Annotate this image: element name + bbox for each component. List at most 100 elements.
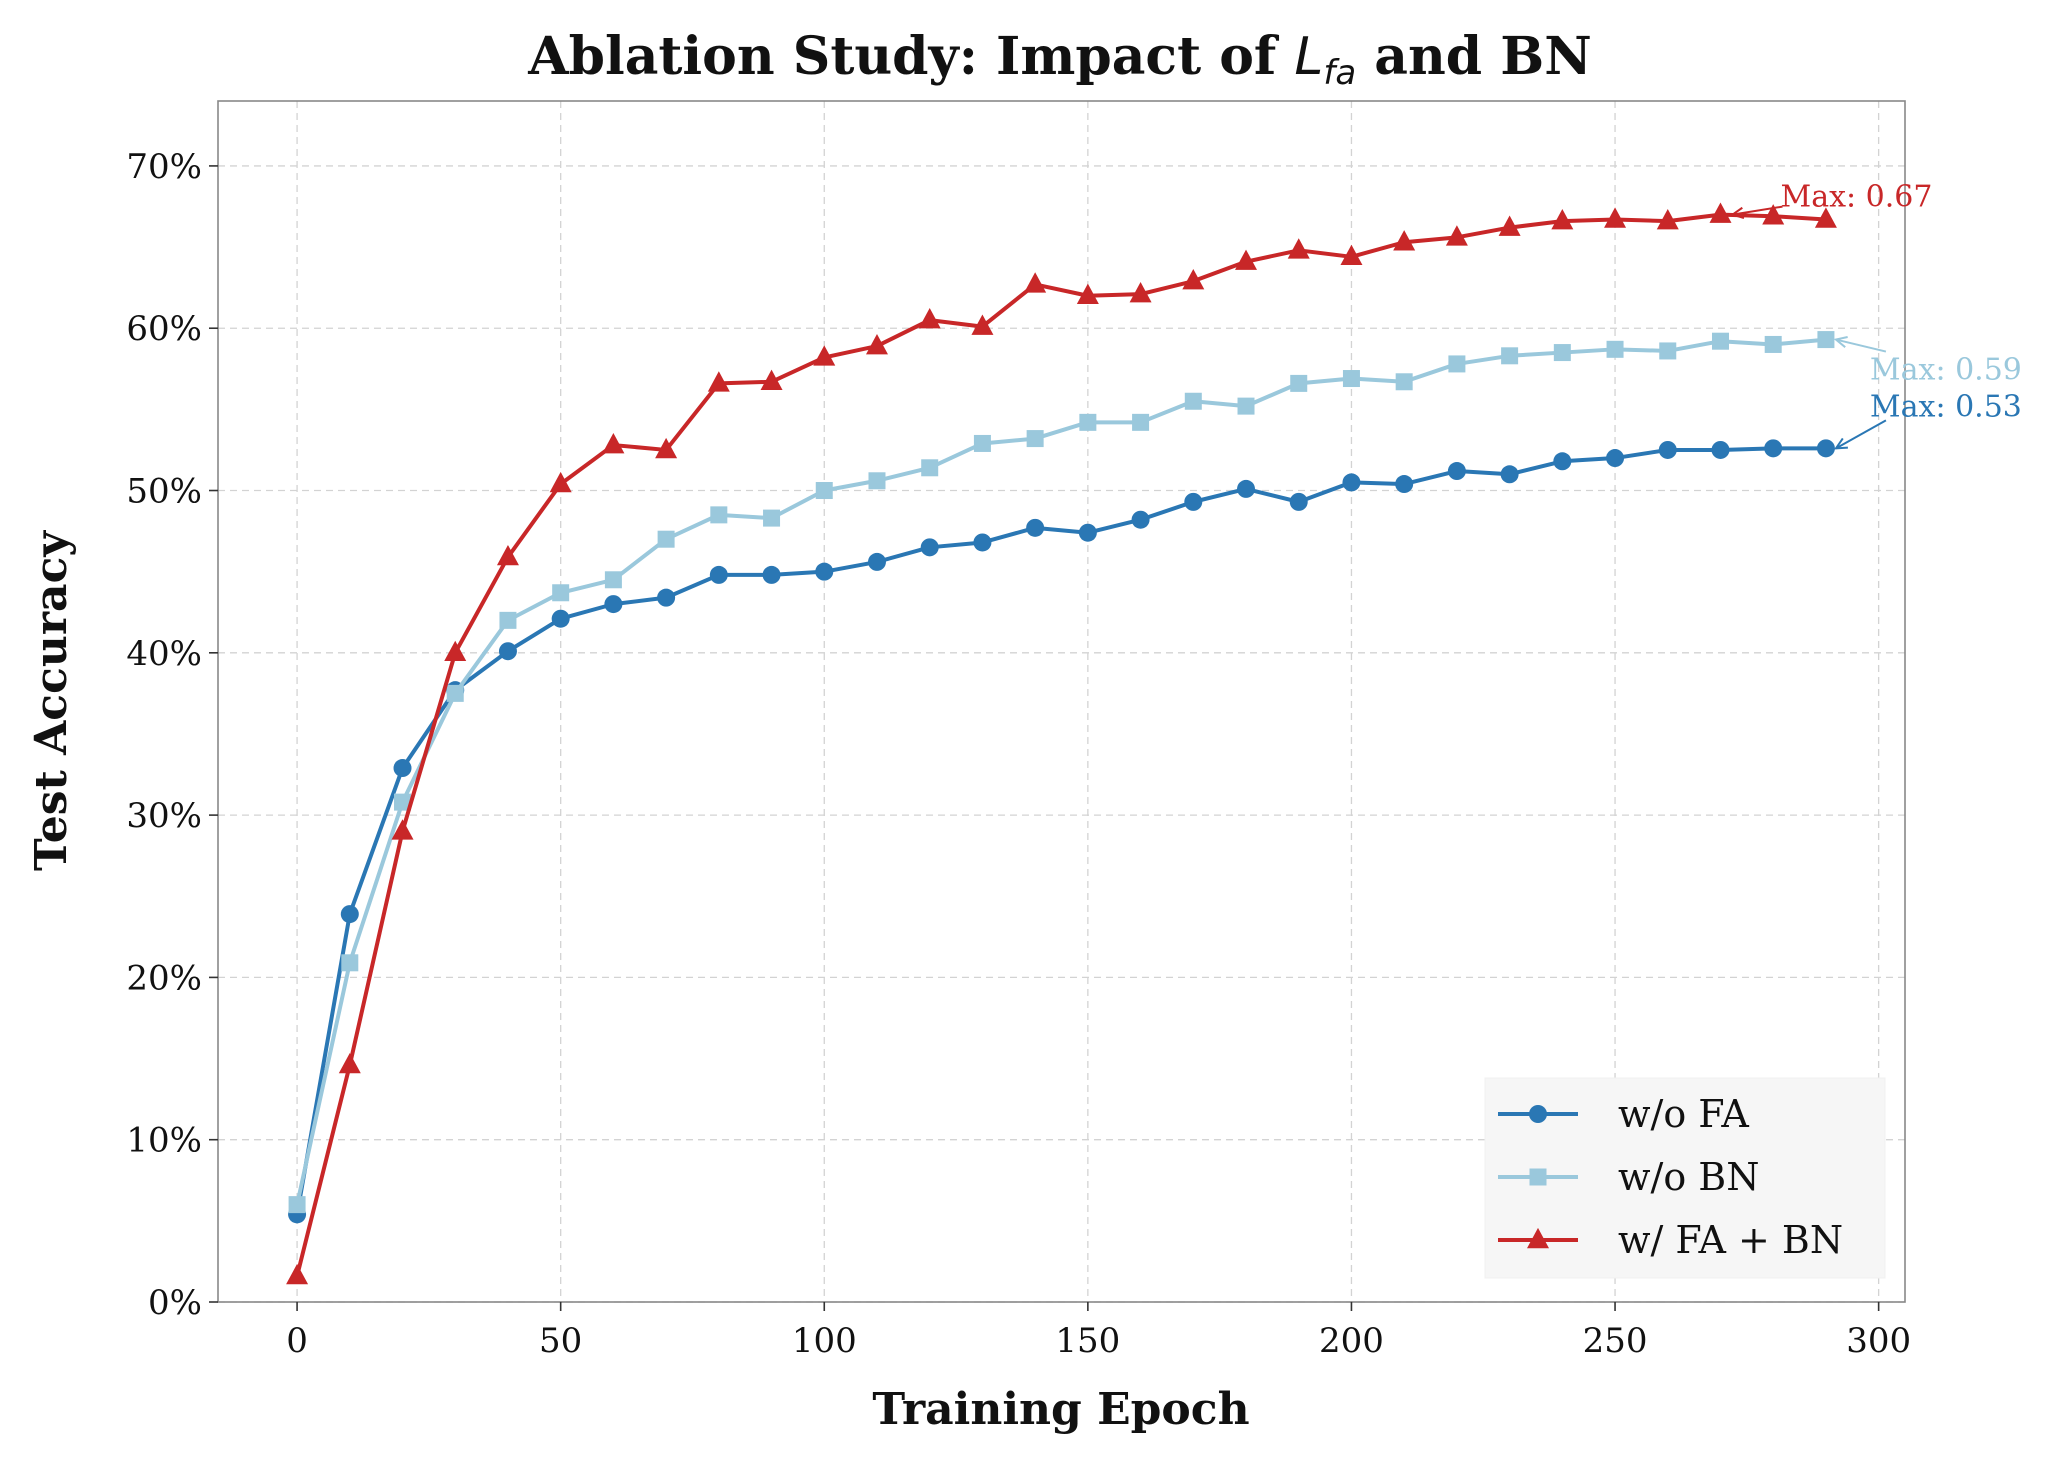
title-math-main: L (1294, 27, 1323, 87)
legend-marker (1529, 1105, 1547, 1123)
annotation-arrowhead (1833, 336, 1848, 348)
y-tick-label: 10% (126, 1121, 202, 1161)
data-point (498, 642, 517, 661)
data-point (763, 509, 781, 527)
legend-marker (1529, 1168, 1547, 1186)
data-point (393, 759, 412, 778)
data-point (446, 684, 464, 702)
grid-layer (218, 101, 1905, 1303)
data-point (496, 544, 519, 566)
data-point (1659, 342, 1677, 360)
y-tick-label: 20% (126, 958, 202, 998)
legend-entry: w/o BN (1498, 1155, 1759, 1199)
data-point (1395, 373, 1413, 391)
legend-label: w/o BN (1618, 1155, 1759, 1199)
x-tick-label: 250 (1583, 1321, 1648, 1361)
data-point (552, 584, 570, 602)
data-point (1816, 439, 1835, 458)
legend-entry: w/o FA (1498, 1092, 1749, 1136)
series-1 (288, 331, 1835, 1214)
max-annotation: Max: 0.53 (1870, 389, 2022, 424)
data-point (1024, 272, 1047, 293)
series-2 (286, 202, 1837, 1285)
data-point (710, 506, 728, 524)
x-tick-label: 50 (539, 1321, 582, 1361)
data-point (1553, 344, 1571, 362)
data-point (1762, 204, 1785, 225)
data-point (1709, 202, 1732, 223)
data-point (602, 432, 625, 454)
data-point (760, 369, 783, 391)
data-point (1711, 332, 1729, 350)
data-point (1817, 331, 1835, 349)
data-point (1604, 207, 1627, 228)
series-0 (288, 439, 1835, 1224)
x-tick-label: 150 (1055, 1321, 1120, 1361)
title-math-sub: fa (1323, 53, 1356, 93)
data-point (1395, 475, 1414, 494)
data-point (868, 472, 886, 490)
series-line (295, 212, 1827, 1277)
data-point (1500, 465, 1519, 484)
data-point (920, 538, 939, 557)
data-point (921, 459, 939, 477)
data-point (657, 588, 676, 607)
data-point (1445, 225, 1468, 246)
data-point (499, 611, 517, 629)
series-line (295, 337, 1827, 1206)
max-annotation: Max: 0.67 (1780, 180, 1932, 215)
data-point (1184, 392, 1202, 410)
data-point (1237, 479, 1256, 498)
annotation-arrowhead (1730, 206, 1745, 220)
data-point (288, 1196, 306, 1214)
max-annotation: Max: 0.59 (1870, 353, 2022, 388)
x-tick-label: 300 (1846, 1321, 1911, 1361)
data-point (762, 565, 781, 584)
data-point (1606, 449, 1625, 468)
title-suffix: and BN (1356, 26, 1592, 87)
data-point (1498, 215, 1521, 236)
data-point (1814, 207, 1837, 228)
data-point (340, 905, 359, 924)
legend: w/o FA w/o BN w/ FA + BN (1484, 1077, 1886, 1279)
data-point (1393, 230, 1416, 251)
x-tick-label: 0 (286, 1321, 308, 1361)
chart-title: Ablation Study: Impact of Lfa and BN (527, 26, 1591, 93)
data-point (394, 793, 412, 811)
data-point (865, 333, 888, 355)
series-layer (286, 202, 1837, 1285)
data-point (707, 371, 730, 392)
data-point (1235, 249, 1258, 270)
data-point (1606, 340, 1624, 358)
data-point (1340, 244, 1363, 266)
plot-frame (217, 100, 1906, 1303)
x-tick-label: 200 (1319, 1321, 1384, 1361)
data-point (1026, 518, 1045, 537)
data-point (1182, 269, 1205, 290)
data-point (867, 552, 886, 571)
legend-label: w/o FA (1618, 1092, 1749, 1136)
data-point (1342, 370, 1360, 388)
title-prefix: Ablation Study: Impact of (527, 26, 1294, 87)
data-point (1501, 347, 1519, 365)
data-point (1656, 209, 1679, 230)
data-point (918, 308, 941, 329)
data-point (549, 471, 572, 493)
annotation-arrow (1835, 338, 1887, 353)
ticks-layer: 0 50 100 150 200 250 300 0% 10% 20% 30% 40% 50% 60% 70… (126, 147, 1911, 1361)
data-point (1290, 374, 1308, 392)
data-point (1448, 355, 1466, 373)
data-point (973, 533, 992, 552)
legend-entry: w/ FA + BN (1498, 1218, 1843, 1262)
data-point (1132, 413, 1150, 431)
data-point (657, 530, 675, 548)
data-point (973, 434, 991, 452)
data-point (815, 562, 834, 581)
annotation-arrow (1732, 205, 1783, 216)
data-point (444, 640, 467, 662)
data-point (1287, 238, 1310, 259)
data-point (1553, 452, 1572, 471)
y-tick-label: 50% (126, 472, 202, 512)
data-point (338, 1052, 361, 1074)
